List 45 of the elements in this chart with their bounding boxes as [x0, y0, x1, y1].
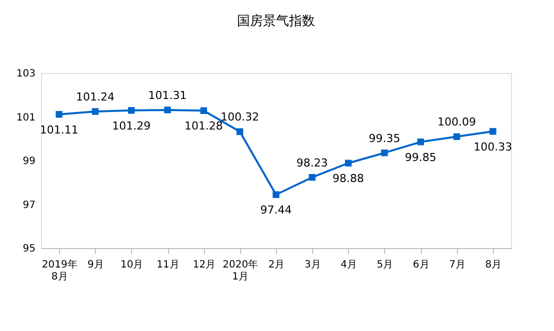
x-tick-label: 11月 — [156, 260, 180, 270]
point — [344, 160, 352, 166]
data-label: 99.85 — [404, 150, 436, 164]
x-tick-label: 8月 — [485, 260, 502, 270]
y-tick-label: 97 — [22, 200, 36, 211]
x-tick-label: 6月 — [412, 260, 430, 270]
x-tick-label: 5月 — [376, 260, 394, 270]
data-label: 101.24 — [76, 90, 114, 104]
x-tick-label: 2月 — [268, 260, 285, 270]
point — [381, 149, 388, 156]
data-label: 98.23 — [296, 156, 328, 170]
x-tick-label: 9月 — [88, 260, 104, 270]
point — [92, 108, 99, 115]
x-tick-label: 7月 — [449, 260, 466, 270]
chart-title: 国房景气指数 — [237, 13, 315, 29]
data-label: 100.09 — [438, 116, 476, 129]
point — [164, 106, 171, 114]
point — [56, 110, 62, 118]
y-tick-label: 101 — [16, 112, 36, 124]
data-label: 101.31 — [148, 88, 187, 102]
y-tick-label: 95 — [22, 244, 36, 254]
y-tick-label: 99 — [22, 156, 36, 167]
point — [490, 128, 496, 135]
point — [308, 174, 316, 181]
x-tick-label: 2019年 8月 — [42, 258, 78, 282]
data-label: 99.35 — [368, 132, 400, 145]
x-tick-label: 3月 — [304, 260, 321, 270]
x-tick-label: 12月 — [192, 260, 216, 270]
data-label: 101.11 — [40, 123, 78, 136]
point — [272, 191, 280, 198]
point — [453, 133, 460, 140]
x-tick-label: 10月 — [120, 260, 144, 270]
x-tick-label: 2020年 1月 — [222, 258, 258, 282]
data-label: 100.32 — [220, 110, 260, 124]
data-label: 97.44 — [260, 204, 292, 217]
point — [128, 107, 135, 114]
data-label: 100.33 — [474, 140, 512, 154]
y-tick-label: 103 — [16, 68, 36, 80]
point — [417, 138, 424, 146]
point — [200, 107, 208, 114]
point — [236, 128, 244, 135]
data-label: 101.29 — [112, 119, 151, 132]
data-label: 98.88 — [332, 172, 364, 186]
x-tick-label: 4月 — [340, 260, 357, 270]
data-label: 101.28 — [184, 120, 223, 133]
